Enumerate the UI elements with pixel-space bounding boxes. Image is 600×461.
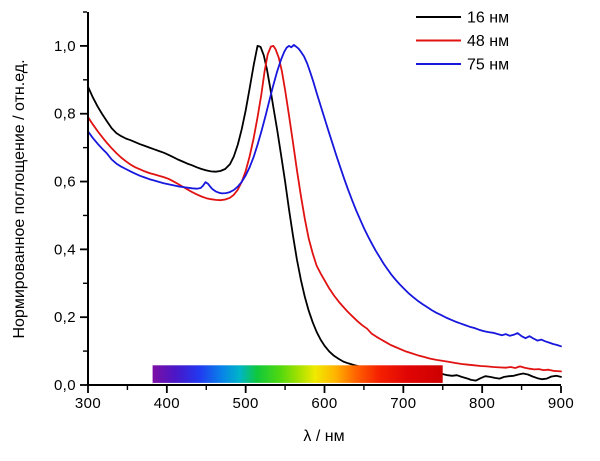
- x-tick-label: 600: [311, 395, 337, 412]
- x-tick-label: 800: [469, 395, 495, 412]
- y-tick-label: 0,8: [54, 106, 76, 123]
- visible-spectrum-bar: [152, 365, 443, 383]
- spectrum-curve-1: [87, 45, 562, 382]
- visible-spectrum-rect: [152, 365, 443, 383]
- spectra-curves: [87, 44, 562, 382]
- x-tick-label: 400: [154, 395, 180, 412]
- x-axis-label: λ / нм: [303, 428, 344, 445]
- x-tick-label: 500: [233, 395, 259, 412]
- spectrum-curve-2: [87, 45, 562, 373]
- x-tick-label: 700: [390, 395, 416, 412]
- y-tick-label: 0,4: [54, 241, 76, 258]
- x-tick-label: 300: [75, 395, 101, 412]
- y-tick-label: 1,0: [54, 38, 76, 55]
- legend-label-2: 48 нм: [467, 33, 509, 50]
- legend-label-1: 16 нм: [467, 10, 509, 27]
- x-tick-label: 900: [548, 395, 574, 412]
- y-tick-label: 0,2: [54, 309, 76, 326]
- y-tick-label: 0,6: [54, 174, 76, 191]
- spectrum-curve-3: [87, 44, 562, 348]
- y-axis-label: Нормированное поглощение / отн.ед.: [11, 59, 28, 338]
- axes: 300 400 500 600 700 800 900 0,0 0,2 0,4 0,6 0,8 1,0: [54, 11, 574, 412]
- legend-label-3: 75 нм: [467, 57, 509, 74]
- legend: 16 нм 48 нм 75 нм: [416, 10, 509, 74]
- y-tick-label: 0,0: [54, 377, 76, 394]
